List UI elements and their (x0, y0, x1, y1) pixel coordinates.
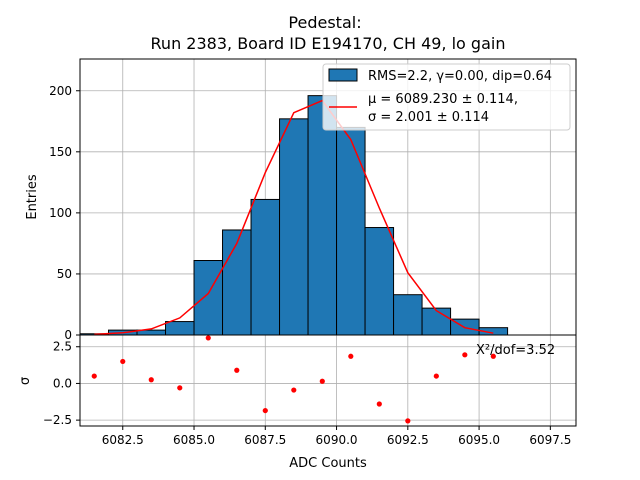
residual-point (262, 407, 268, 414)
residual-point (319, 378, 325, 384)
residual-point (433, 373, 439, 379)
y-tick-label-top: 150 (49, 145, 72, 159)
histogram-axes: 0 50 100 150 200 (49, 58, 577, 342)
x-tick-label: 6090.0 (316, 433, 358, 447)
residual-point (234, 367, 240, 373)
residual-point (462, 352, 468, 358)
chart-title-line2: Run 2383, Board ID E194170, CH 49, lo ga… (151, 34, 506, 53)
legend-entry-histogram: RMS=2.2, γ=0.00, dip=0.64 (368, 69, 552, 84)
legend-entry-fit-sigma: σ = 2.001 ± 0.114 (368, 110, 489, 125)
residual-point (291, 387, 297, 393)
gaussian-fit-line (94, 99, 494, 336)
x-tick-label: 6085.0 (173, 433, 215, 447)
residual-point (405, 418, 411, 424)
residual-point (177, 385, 183, 391)
histogram-bar (336, 126, 366, 336)
chart-title-line1: Pedestal: (288, 13, 361, 32)
histogram-bar (364, 227, 395, 336)
chi2-label: X²/dof=3.52 (476, 343, 555, 358)
histogram-bar (165, 321, 195, 336)
y-tick-label-top: 50 (57, 267, 72, 281)
y-tick-label-bottom: −2.5 (43, 413, 72, 427)
x-tick-label: 6092.5 (387, 433, 429, 447)
residual-panel: −2.5 0.0 2.5 6082.5 6085.0 6087.5 6090.0 6092.5… (18, 334, 577, 471)
y-axis-label-entries: Entries (25, 174, 40, 220)
residual-point (120, 358, 126, 365)
legend-entry-fit-mu: μ = 6089.230 ± 0.114, (368, 92, 518, 107)
x-axis-label: ADC Counts (289, 456, 367, 471)
histogram-bars (79, 95, 509, 336)
x-tick-label: 6087.5 (244, 433, 286, 447)
histogram-bar (279, 118, 309, 336)
residual-point (348, 353, 354, 359)
y-tick-label-top: 0 (64, 328, 72, 342)
y-axis-label-sigma: σ (18, 377, 33, 385)
residual-point (376, 401, 382, 407)
legend: RMS=2.2, γ=0.00, dip=0.64 μ = 6089.230 ±… (322, 63, 571, 131)
y-tick-label-bottom: 0.0 (53, 376, 72, 390)
histogram-bar (193, 260, 224, 336)
histogram-bar (222, 229, 252, 336)
x-tick-label: 6097.5 (529, 433, 571, 447)
y-tick-label-bottom: 2.5 (53, 340, 72, 354)
residual-axes: −2.5 0.0 2.5 6082.5 6085.0 6087.5 6090.0 6092.5… (43, 334, 577, 447)
histogram-bar (307, 95, 338, 336)
histogram-panel: 0 50 100 150 200 Entries (25, 58, 577, 342)
residual-point (148, 377, 154, 383)
residual-point (91, 373, 97, 379)
y-tick-label-top: 100 (49, 206, 72, 220)
y-tick-label-top: 200 (49, 84, 72, 98)
residual-point (205, 335, 211, 341)
histogram-bar (421, 307, 452, 336)
residual-points (91, 335, 496, 424)
x-tick-label: 6095.0 (458, 433, 500, 447)
residual-point (490, 353, 496, 359)
legend-frame (322, 63, 571, 131)
histogram-bar (250, 198, 281, 336)
x-tick-label: 6082.5 (102, 433, 144, 447)
legend-swatch-histogram (328, 68, 358, 82)
histogram-bar (393, 294, 423, 336)
residual-frame (79, 334, 577, 427)
residual-grid (80, 335, 576, 426)
